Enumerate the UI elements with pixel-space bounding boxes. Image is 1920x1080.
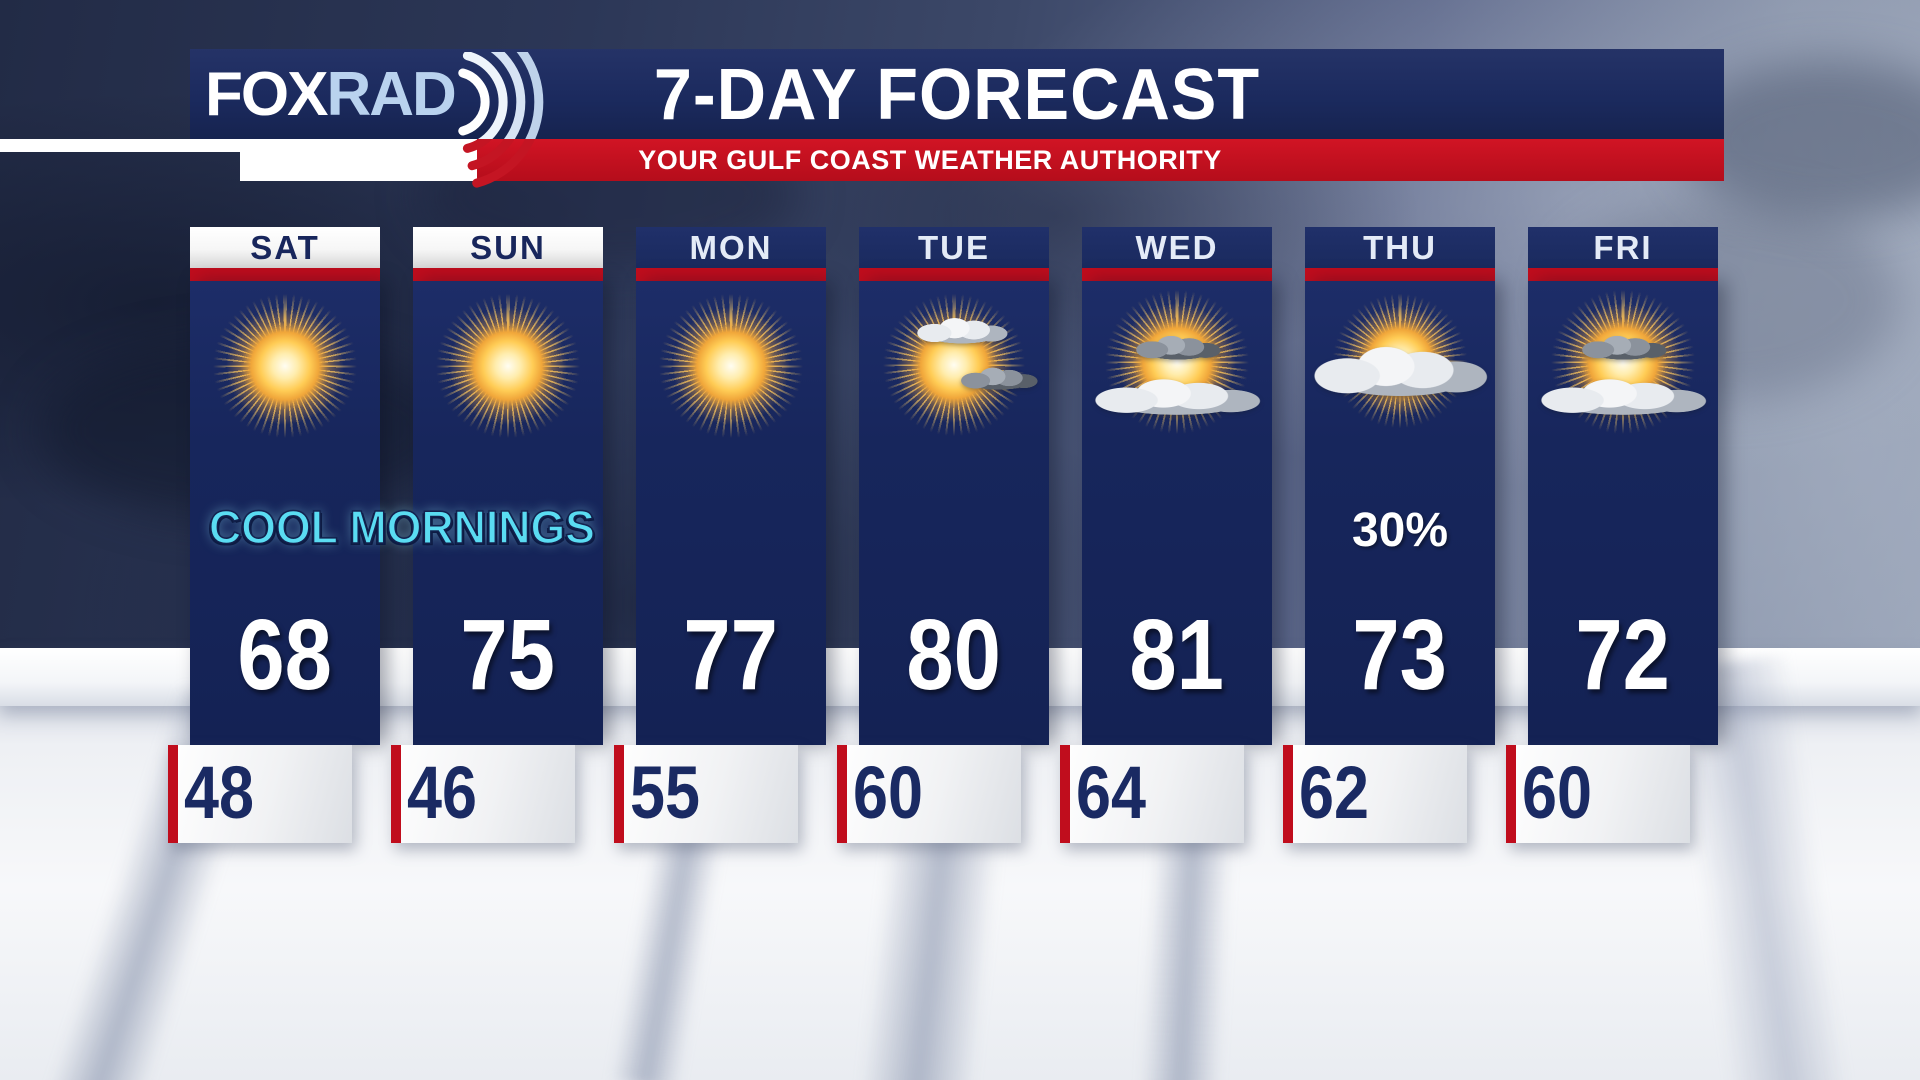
cool-mornings-annotation: COOL MORNINGS — [208, 500, 595, 554]
title-banner: 7-DAY FORECAST — [190, 49, 1724, 139]
forecast-day-column: THU 30% 73 62 — [1283, 227, 1495, 843]
day-header-red-bar — [190, 268, 380, 281]
sun-icon — [656, 291, 806, 441]
low-accent-bar — [1283, 745, 1293, 843]
cloud-icon — [1312, 341, 1488, 399]
high-temp: 73 — [1352, 599, 1448, 711]
low-temp: 46 — [407, 751, 477, 834]
day-label: SAT — [190, 227, 380, 268]
high-temp: 77 — [683, 599, 779, 711]
logo-rad-text: RAD — [326, 60, 456, 129]
cloud-icon — [1135, 333, 1221, 361]
partly-cloudy-icon — [1537, 287, 1709, 443]
forecast-day-column: TUE 80 60 — [837, 227, 1049, 843]
day-label: THU — [1305, 227, 1495, 268]
forecast-day-column: WED 81 64 — [1060, 227, 1272, 843]
day-label: TUE — [859, 227, 1049, 268]
low-accent-bar — [1506, 745, 1516, 843]
low-accent-bar — [391, 745, 401, 843]
low-temp-strip: 64 — [1060, 745, 1244, 843]
sun-icon — [433, 291, 583, 441]
cloud-icon — [1093, 375, 1261, 417]
low-accent-bar — [837, 745, 847, 843]
day-header-red-bar — [1528, 268, 1718, 281]
low-temp-strip: 55 — [614, 745, 798, 843]
day-label: SUN — [413, 227, 603, 268]
day-label: FRI — [1528, 227, 1718, 268]
day-header-red-bar — [1305, 268, 1495, 281]
forecast-day-column: FRI 72 60 — [1506, 227, 1718, 843]
sun-icon — [210, 291, 360, 441]
cloud-icon — [916, 315, 1008, 345]
radar-arcs-icon — [458, 52, 544, 188]
forecast-day-column: MON 77 55 — [614, 227, 826, 843]
day-panel: 68 — [190, 281, 380, 745]
low-temp-strip: 62 — [1283, 745, 1467, 843]
cloud-icon — [1581, 333, 1667, 361]
sunny-icon — [422, 291, 594, 443]
high-temp: 75 — [460, 599, 556, 711]
sun-with-clouds-icon — [868, 291, 1040, 443]
sunny-icon — [645, 291, 817, 443]
forecast-day-column: SAT 68 48 — [168, 227, 380, 843]
day-label: WED — [1082, 227, 1272, 268]
logo-fox-text: FOX — [205, 60, 328, 129]
sunny-icon — [199, 291, 371, 443]
day-header-red-bar — [636, 268, 826, 281]
low-temp: 62 — [1299, 751, 1369, 834]
day-header-red-bar — [1082, 268, 1272, 281]
day-panel: 80 — [859, 281, 1049, 745]
day-header-red-bar — [413, 268, 603, 281]
day-panel: 77 — [636, 281, 826, 745]
day-panel: 75 — [413, 281, 603, 745]
cloud-icon — [1539, 375, 1707, 417]
banner-white-stripe — [0, 139, 240, 152]
low-temp: 48 — [184, 751, 254, 834]
low-accent-bar — [614, 745, 624, 843]
forecast-day-column: SUN 75 46 — [391, 227, 603, 843]
sun-glow-icon — [668, 303, 794, 429]
low-temp: 64 — [1076, 751, 1146, 834]
low-temp-strip: 46 — [391, 745, 575, 843]
subtitle-text: YOUR GULF COAST WEATHER AUTHORITY — [638, 145, 1222, 175]
banner-white-block — [240, 139, 477, 181]
high-temp: 72 — [1575, 599, 1671, 711]
low-temp-strip: 60 — [837, 745, 1021, 843]
low-temp: 60 — [853, 751, 923, 834]
day-label: MON — [636, 227, 826, 268]
day-header-red-bar — [859, 268, 1049, 281]
low-accent-bar — [1060, 745, 1070, 843]
sun-glow-icon — [445, 303, 571, 429]
partly-cloudy-icon — [1091, 287, 1263, 443]
high-temp: 68 — [237, 599, 333, 711]
high-temp: 80 — [906, 599, 1002, 711]
forecast-columns: SAT 68 48 SUN 75 46 MON 77 — [168, 227, 1718, 843]
low-accent-bar — [168, 745, 178, 843]
high-temp: 81 — [1129, 599, 1225, 711]
day-panel: 30% 73 — [1305, 281, 1495, 745]
foxrad-logo: FOX RAD — [205, 60, 457, 129]
day-panel: 81 — [1082, 281, 1272, 745]
mostly-cloudy-icon — [1312, 291, 1488, 443]
cloud-icon — [960, 365, 1038, 391]
low-temp-strip: 48 — [168, 745, 352, 843]
low-temp: 60 — [1522, 751, 1592, 834]
day-panel: 72 — [1528, 281, 1718, 745]
subtitle-banner: YOUR GULF COAST WEATHER AUTHORITY — [477, 139, 1724, 181]
low-temp-strip: 60 — [1506, 745, 1690, 843]
sun-glow-icon — [222, 303, 348, 429]
low-temp: 55 — [630, 751, 700, 834]
page-title: 7-DAY FORECAST — [653, 55, 1261, 135]
precip-chance: 30% — [1351, 504, 1449, 557]
